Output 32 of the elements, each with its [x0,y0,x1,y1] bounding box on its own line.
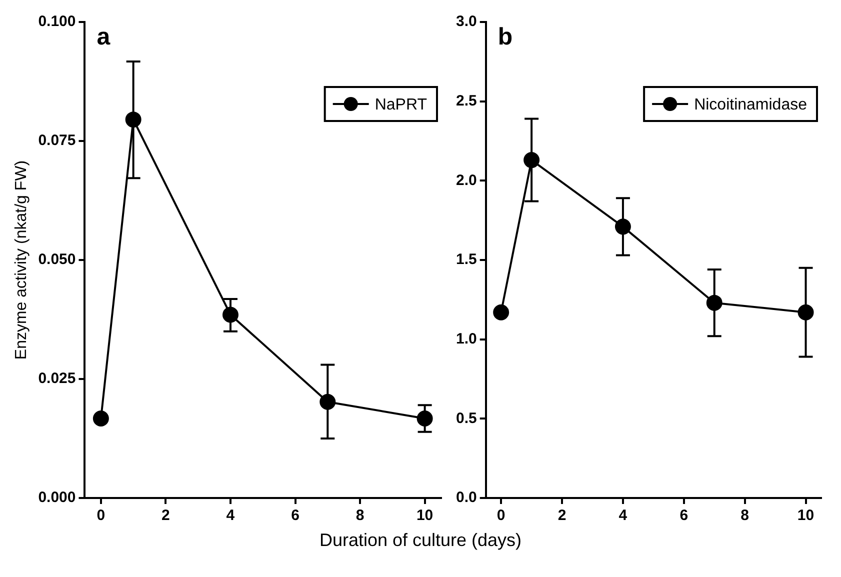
y-tick-label: 0.100 [38,13,76,30]
y-axis-title: Enzyme activity (nkat/g FW) [13,160,30,360]
legend-label: NaPRT [374,96,428,114]
x-tick-label: 8 [740,507,749,524]
x-tick-label: 6 [291,507,300,524]
y-tick-label: 2.5 [456,92,477,110]
y-tick-label: 0.075 [38,132,76,150]
y-tick-label: 0.050 [38,251,76,268]
x-tick-label: 4 [618,507,628,524]
chart-title: a [96,24,111,51]
x-tick-label: 0 [496,507,506,524]
y-tick-label: 0.5 [456,410,477,427]
y-tick-label: 1.5 [456,251,477,268]
x-axis-title: Duration of culture (days) [318,530,523,551]
y-tick-label: 0.000 [38,489,76,506]
y-tick-label: 3.0 [456,13,477,30]
chart-title: b [498,24,513,51]
x-tick-label: 0 [96,507,106,524]
y-tick-label: 0.025 [38,370,76,388]
x-tick-label: 2 [558,507,566,524]
x-tick-label: 10 [797,507,814,524]
x-tick-label: 8 [356,507,364,524]
y-tick-label: 0.0 [456,489,477,506]
legend-label: Nicoitinamidase [694,96,808,114]
y-tick-label: 2.0 [456,172,477,189]
point [493,304,510,320]
y-tick-label: 1.0 [456,330,477,348]
x-tick-label: 10 [416,507,434,524]
x-tick-label: 2 [162,507,170,524]
x-tick-label: 6 [680,507,688,524]
x-tick-label: 4 [226,507,236,524]
point [92,410,109,427]
